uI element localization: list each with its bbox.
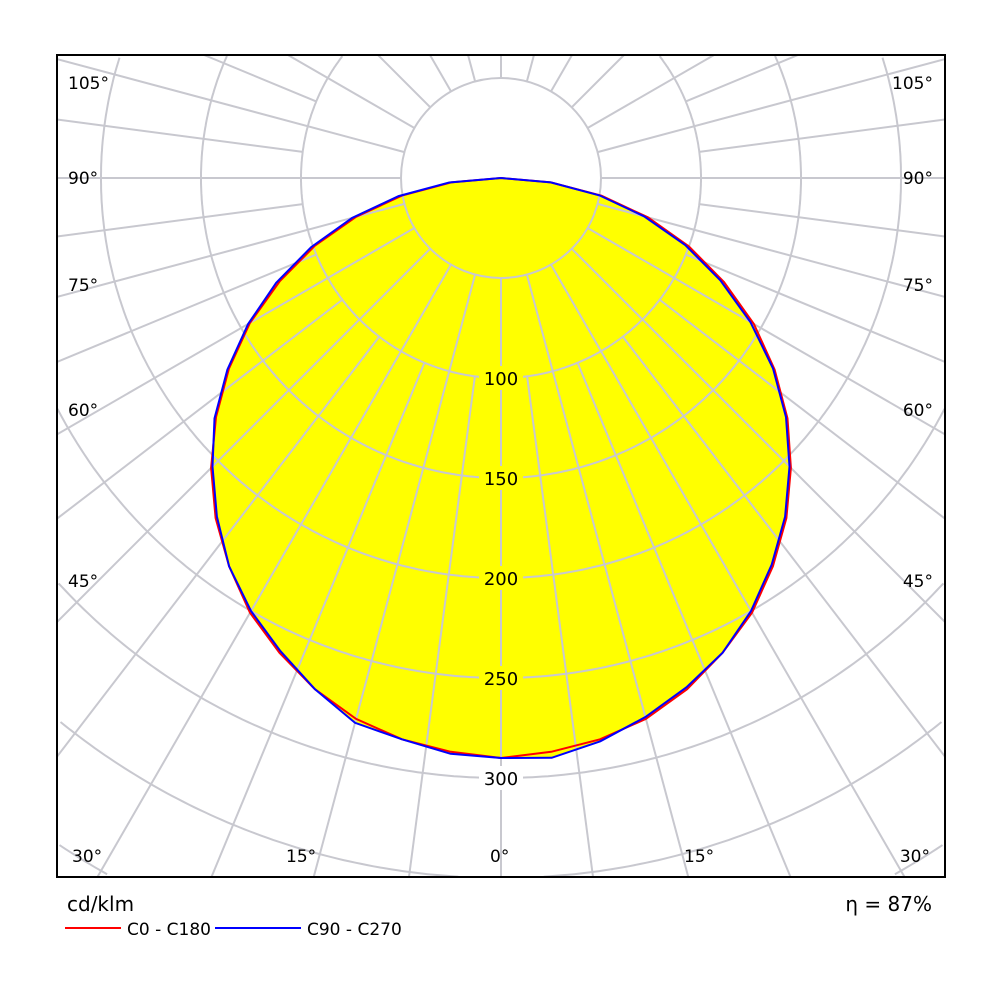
grid-radial-150 (550, 55, 573, 92)
grid-radial-105 (597, 58, 945, 154)
grid-radial-292.5 (57, 253, 317, 363)
grid-radial-120 (587, 55, 715, 129)
grid-radial-195 (467, 55, 477, 82)
grid-radial-345 (312, 274, 477, 877)
grid-radial-307.5 (57, 298, 343, 520)
grid-radial-82.5 (699, 203, 945, 238)
grid-radial-97.5 (699, 118, 945, 153)
radial-tick-label-100: 100 (484, 369, 518, 390)
grid-radial-225 (377, 55, 431, 108)
grid-circle-100 (300, 55, 702, 379)
unit-label: cd/klm (67, 892, 134, 916)
angle-label-left-45: 45° (68, 572, 98, 592)
radial-tick-label-250: 250 (484, 669, 518, 690)
grid-radial-30 (550, 264, 906, 877)
angle-label-right-60: 60° (903, 401, 933, 421)
radial-tick-label-150: 150 (484, 469, 518, 490)
grid-radial-112.5 (685, 55, 799, 103)
grid-radial-277.5 (57, 203, 303, 238)
angle-label-bottom-15-left: 15° (286, 847, 316, 867)
grid-radial-52.5 (659, 298, 945, 520)
grid-radial-67.5 (685, 253, 945, 363)
grid-circle-150 (200, 55, 802, 479)
angle-label-right-75: 75° (903, 276, 933, 296)
angle-label-right-30: 30° (900, 847, 930, 867)
plot-frame (56, 54, 946, 878)
grid-radial-300 (57, 227, 415, 436)
efficiency-label: η = 87% (845, 892, 932, 916)
grid-radial-247.5 (203, 55, 317, 103)
grid-radial-240 (287, 55, 415, 129)
radial-tick-label-300: 300 (484, 769, 518, 790)
angle-label-left-60: 60° (68, 401, 98, 421)
grid-radial-352.5 (407, 376, 476, 877)
grid-radial-75 (597, 202, 945, 298)
grid-circle-350 (59, 721, 943, 877)
angle-label-left-105: 105° (68, 74, 109, 94)
grid-radial-262.5 (57, 118, 303, 153)
angle-label-bottom-15-right: 15° (684, 847, 714, 867)
grid-radial-322.5 (57, 336, 381, 758)
angle-label-right-105: 105° (892, 74, 933, 94)
grid-radial-255 (57, 58, 405, 154)
series-line-1 (211, 177, 791, 760)
grid-radial-22.5 (576, 362, 792, 877)
grid-circle-200 (100, 57, 902, 579)
intensity-curves (210, 177, 792, 760)
radial-label-bg (479, 666, 523, 690)
angle-label-left-75: 75° (68, 276, 98, 296)
legend-label-c90-c270: C90 - C270 (307, 920, 402, 940)
radial-label-bg (479, 566, 523, 590)
angle-label-bottom-0: 0° (490, 847, 509, 867)
grid-radial-7.5 (526, 376, 595, 877)
grid-circle-400 (58, 844, 944, 876)
polar-grid (57, 55, 945, 877)
angle-label-right-45: 45° (903, 572, 933, 592)
angle-label-left-30: 30° (72, 847, 102, 867)
angle-label-left-90: 90° (68, 169, 98, 189)
angle-label-right-90: 90° (903, 169, 933, 189)
grid-radial-135 (571, 55, 625, 108)
grid-radial-330 (96, 264, 452, 877)
grid-radial-165 (525, 55, 535, 82)
grid-circle-300 (57, 582, 945, 779)
grid-radial-15 (525, 274, 690, 877)
grid-radial-60 (587, 227, 945, 436)
radial-label-bg (479, 766, 523, 790)
grid-radial-337.5 (210, 362, 426, 877)
grid-circle-250 (57, 408, 945, 679)
grid-radial-315 (57, 248, 431, 623)
grid-radial-45 (571, 248, 945, 623)
radial-label-bg (479, 366, 523, 390)
grid-radial-210 (429, 55, 452, 92)
radial-tick-label-200: 200 (484, 569, 518, 590)
grid-radial-37.5 (621, 336, 945, 758)
legend-label-c0-c180: C0 - C180 (127, 920, 211, 940)
grid-radial-285 (57, 202, 405, 298)
radial-label-bg (479, 466, 523, 490)
